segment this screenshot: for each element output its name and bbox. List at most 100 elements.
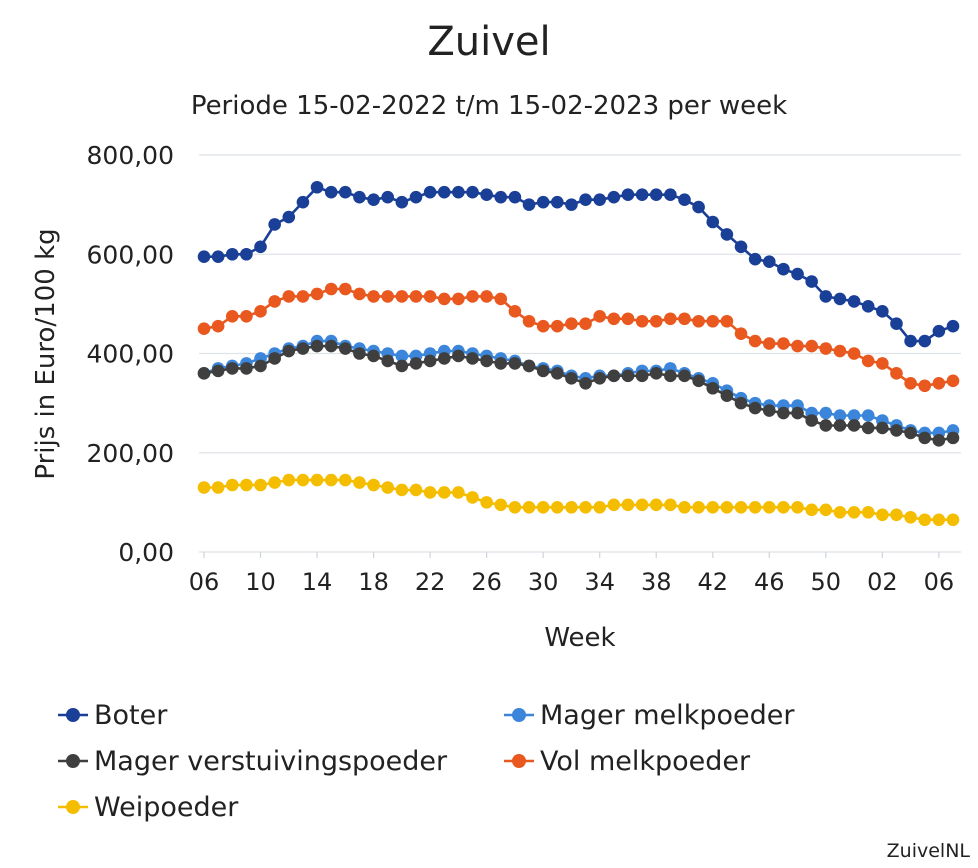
data-point (395, 290, 409, 303)
series-line (204, 185, 954, 343)
legend-item[interactable]: Boter (58, 700, 168, 731)
data-point (621, 498, 635, 512)
data-point (211, 481, 225, 494)
data-point (466, 491, 479, 504)
data-point (720, 389, 734, 402)
data-point (437, 185, 451, 199)
data-point (621, 188, 635, 201)
y-tick-label: 600,00 (87, 240, 174, 269)
data-point (607, 369, 621, 383)
data-point (932, 324, 946, 338)
data-point (890, 424, 903, 437)
data-point (706, 381, 720, 395)
data-point (409, 290, 423, 303)
data-point (890, 508, 903, 522)
data-point (466, 352, 479, 365)
data-point (918, 334, 932, 348)
data-point (508, 501, 522, 514)
legend-swatch-dot (512, 754, 526, 768)
chart-subtitle: Periode 15-02-2022 t/m 15-02-2023 per we… (191, 91, 787, 121)
data-point (678, 369, 691, 383)
data-point (649, 188, 663, 201)
data-point (282, 344, 296, 358)
data-point (692, 374, 705, 388)
data-point (268, 295, 281, 308)
data-point (805, 503, 818, 517)
data-point (861, 354, 875, 368)
data-point (353, 347, 366, 360)
data-point (494, 498, 508, 512)
data-point (805, 414, 818, 427)
data-point (466, 290, 479, 303)
data-point (805, 275, 818, 288)
data-point (579, 317, 592, 331)
x-axis-ticks: 06 10 14 18 22 26 30 34 38 42 46 50 02 06 (189, 552, 954, 596)
data-point (339, 473, 352, 487)
data-point (678, 193, 691, 206)
data-point (706, 501, 720, 514)
data-point (847, 347, 861, 360)
series-boter (197, 180, 960, 348)
x-tick-label: 10 (245, 568, 276, 596)
y-axis-label: Prijs in Euro/100 kg (31, 228, 61, 479)
data-point (225, 478, 239, 492)
data-point (254, 305, 267, 318)
data-point (946, 374, 960, 388)
data-point (847, 506, 861, 519)
legend-item[interactable]: Mager verstuivingspoeder (58, 746, 448, 777)
legend-item[interactable]: Mager melkpoeder (504, 700, 795, 731)
data-point (508, 190, 522, 204)
data-point (890, 317, 903, 331)
data-point (225, 309, 239, 323)
data-point (890, 367, 903, 380)
data-point (833, 409, 847, 422)
data-point (847, 409, 861, 422)
legend-item[interactable]: Weipoeder (58, 792, 239, 823)
data-point (508, 357, 522, 370)
data-point (664, 498, 677, 512)
data-point (635, 369, 649, 383)
data-point (353, 476, 366, 489)
data-point (762, 255, 776, 268)
data-point (536, 195, 550, 209)
x-tick-label: 26 (471, 568, 502, 596)
data-point (748, 252, 762, 266)
data-point (494, 190, 508, 204)
data-point (452, 349, 465, 363)
legend-label: Weipoeder (94, 792, 239, 823)
data-point (395, 359, 409, 373)
data-point (819, 419, 833, 432)
data-point (367, 290, 380, 303)
data-point (918, 431, 932, 445)
data-point (678, 501, 691, 514)
data-point (593, 501, 606, 514)
data-point (664, 188, 677, 201)
data-point (339, 342, 352, 355)
data-point (565, 198, 578, 211)
legend-item[interactable]: Vol melkpoeder (504, 746, 751, 777)
data-point (593, 372, 606, 385)
data-point (904, 426, 917, 440)
data-point (748, 401, 762, 415)
data-point (282, 290, 296, 303)
data-point (607, 312, 621, 326)
x-tick-label: 06 (924, 568, 955, 596)
data-point (777, 501, 790, 514)
data-point (678, 312, 691, 326)
data-point (649, 367, 663, 380)
data-point (409, 357, 423, 370)
data-point (918, 379, 932, 393)
x-tick-label: 02 (867, 568, 898, 596)
data-point (635, 498, 649, 512)
data-point (734, 327, 748, 340)
series-weipoeder (197, 473, 960, 527)
data-point (551, 501, 564, 514)
data-point (847, 295, 861, 308)
data-point (876, 357, 889, 370)
data-point (211, 319, 225, 333)
data-point (381, 481, 395, 494)
legend-label: Boter (94, 700, 168, 731)
grid-lines (199, 154, 961, 553)
data-point (579, 501, 592, 514)
